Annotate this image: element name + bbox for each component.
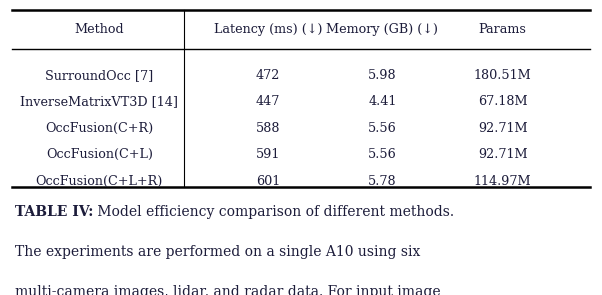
Text: SurroundOcc [7]: SurroundOcc [7] [45,69,154,82]
Text: 591: 591 [256,148,280,161]
Text: multi-camera images, lidar, and radar data. For input image: multi-camera images, lidar, and radar da… [15,285,441,295]
Text: InverseMatrixVT3D [14]: InverseMatrixVT3D [14] [20,95,178,108]
Text: 67.18M: 67.18M [478,95,527,108]
Text: 5.56: 5.56 [368,122,397,135]
Text: Method: Method [75,23,124,36]
Text: OccFusion(C+L): OccFusion(C+L) [46,148,153,161]
Text: 5.56: 5.56 [368,148,397,161]
Text: 588: 588 [256,122,280,135]
Text: TABLE IV:: TABLE IV: [15,205,93,219]
Text: 601: 601 [256,175,280,188]
Text: Memory (GB) (↓): Memory (GB) (↓) [326,23,438,36]
Text: 472: 472 [256,69,280,82]
Text: 5.78: 5.78 [368,175,397,188]
Text: Model efficiency comparison of different methods.: Model efficiency comparison of different… [93,205,455,219]
Text: 114.97M: 114.97M [474,175,532,188]
Text: Params: Params [479,23,527,36]
Text: 92.71M: 92.71M [478,148,527,161]
Text: 180.51M: 180.51M [474,69,532,82]
Text: 4.41: 4.41 [368,95,397,108]
Text: The experiments are performed on a single A10 using six: The experiments are performed on a singl… [15,245,420,259]
Text: OccFusion(C+R): OccFusion(C+R) [45,122,154,135]
Text: Latency (ms) (↓): Latency (ms) (↓) [214,23,322,36]
Text: OccFusion(C+L+R): OccFusion(C+L+R) [36,175,163,188]
Text: 92.71M: 92.71M [478,122,527,135]
Text: 5.98: 5.98 [368,69,397,82]
Text: 447: 447 [256,95,280,108]
